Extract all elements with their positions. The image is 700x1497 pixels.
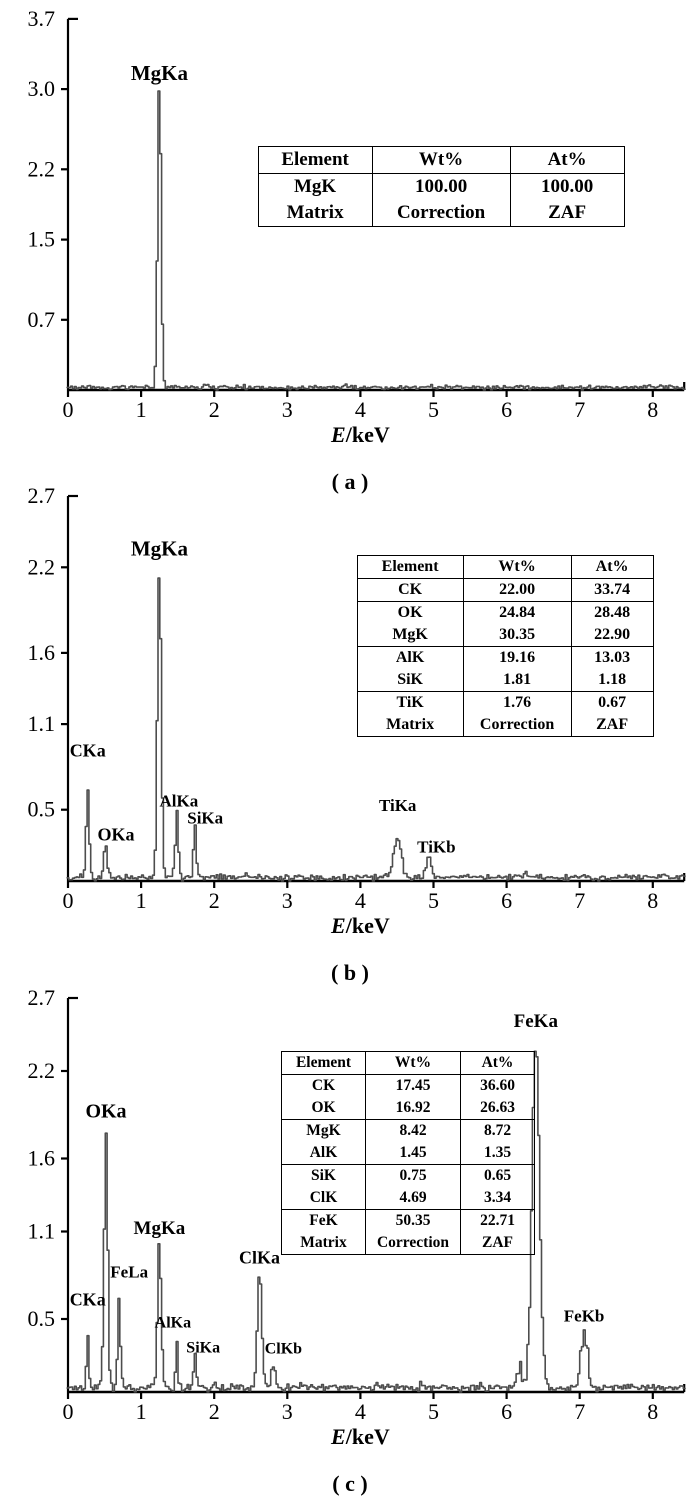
svg-text:MgKa: MgKa xyxy=(131,61,189,85)
svg-text:2.2: 2.2 xyxy=(28,1058,56,1083)
svg-text:2.2: 2.2 xyxy=(28,554,56,579)
svg-text:0.5: 0.5 xyxy=(28,797,56,822)
svg-text:TiKb: TiKb xyxy=(417,838,455,857)
svg-text:4: 4 xyxy=(355,888,366,913)
svg-text:CKa: CKa xyxy=(70,1290,106,1310)
svg-text:1.6: 1.6 xyxy=(28,640,56,665)
svg-text:2.2: 2.2 xyxy=(28,156,56,181)
svg-text:SiKa: SiKa xyxy=(187,808,223,827)
svg-text:2: 2 xyxy=(209,1399,220,1424)
svg-text:8: 8 xyxy=(647,397,658,422)
svg-text:0: 0 xyxy=(63,888,74,913)
svg-text:AlKa: AlKa xyxy=(155,1315,191,1332)
svg-text:ClKa: ClKa xyxy=(239,1247,280,1267)
svg-text:E/keV: E/keV xyxy=(330,422,390,447)
svg-text:OKa: OKa xyxy=(97,825,134,845)
svg-text:6: 6 xyxy=(501,888,512,913)
svg-text:FeKb: FeKb xyxy=(564,1307,605,1326)
svg-text:OKa: OKa xyxy=(85,1100,126,1122)
svg-text:TiKa: TiKa xyxy=(379,796,417,815)
svg-text:E/keV: E/keV xyxy=(330,913,390,938)
svg-text:FeKa: FeKa xyxy=(514,1011,559,1032)
svg-text:MgKa: MgKa xyxy=(131,536,189,560)
svg-text:ClKb: ClKb xyxy=(265,1341,302,1358)
svg-text:2: 2 xyxy=(209,888,220,913)
svg-text:5: 5 xyxy=(428,1399,439,1424)
svg-text:1: 1 xyxy=(136,397,147,422)
svg-text:5: 5 xyxy=(428,397,439,422)
svg-text:0: 0 xyxy=(63,397,74,422)
svg-text:3: 3 xyxy=(282,1399,293,1424)
svg-text:2: 2 xyxy=(209,397,220,422)
svg-text:MgKa: MgKa xyxy=(134,1218,186,1239)
svg-text:7: 7 xyxy=(574,1399,585,1424)
svg-text:E/keV: E/keV xyxy=(330,1424,390,1449)
svg-text:7: 7 xyxy=(574,888,585,913)
svg-text:CKa: CKa xyxy=(70,741,106,761)
svg-text:0: 0 xyxy=(63,1399,74,1424)
svg-text:1.1: 1.1 xyxy=(28,711,56,736)
svg-text:6: 6 xyxy=(501,1399,512,1424)
svg-text:3.7: 3.7 xyxy=(28,6,56,31)
svg-text:FeLa: FeLa xyxy=(110,1262,148,1281)
svg-text:SiKa: SiKa xyxy=(186,1339,220,1356)
svg-text:1: 1 xyxy=(136,1399,147,1424)
svg-text:6: 6 xyxy=(501,397,512,422)
svg-text:2.7: 2.7 xyxy=(28,483,56,508)
svg-text:1: 1 xyxy=(136,888,147,913)
svg-text:7: 7 xyxy=(574,397,585,422)
svg-text:5: 5 xyxy=(428,888,439,913)
svg-text:0.5: 0.5 xyxy=(28,1306,56,1331)
svg-text:8: 8 xyxy=(647,1399,658,1424)
svg-text:8: 8 xyxy=(647,888,658,913)
svg-text:4: 4 xyxy=(355,1399,366,1424)
svg-text:1.6: 1.6 xyxy=(28,1146,56,1171)
svg-text:3.0: 3.0 xyxy=(28,76,56,101)
svg-text:1.1: 1.1 xyxy=(28,1219,56,1244)
svg-text:3: 3 xyxy=(282,888,293,913)
svg-text:0.7: 0.7 xyxy=(28,307,56,332)
svg-text:1.5: 1.5 xyxy=(28,227,56,252)
svg-text:3: 3 xyxy=(282,397,293,422)
svg-text:2.7: 2.7 xyxy=(28,985,56,1010)
svg-text:4: 4 xyxy=(355,397,366,422)
